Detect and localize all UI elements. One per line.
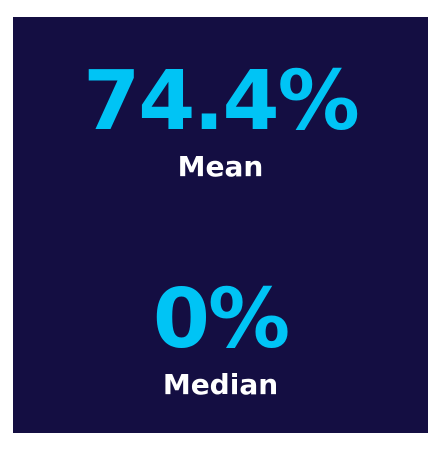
stat: 0% Median	[13, 279, 428, 399]
stat-label: Mean	[177, 150, 264, 183]
stat-card: 74.4% Mean 0% Median	[13, 17, 428, 433]
stat-value: 74.4%	[83, 54, 359, 149]
stat-label: Median	[162, 368, 279, 401]
stat: 74.4% Mean	[13, 61, 428, 181]
stat-value: 0%	[152, 272, 290, 367]
